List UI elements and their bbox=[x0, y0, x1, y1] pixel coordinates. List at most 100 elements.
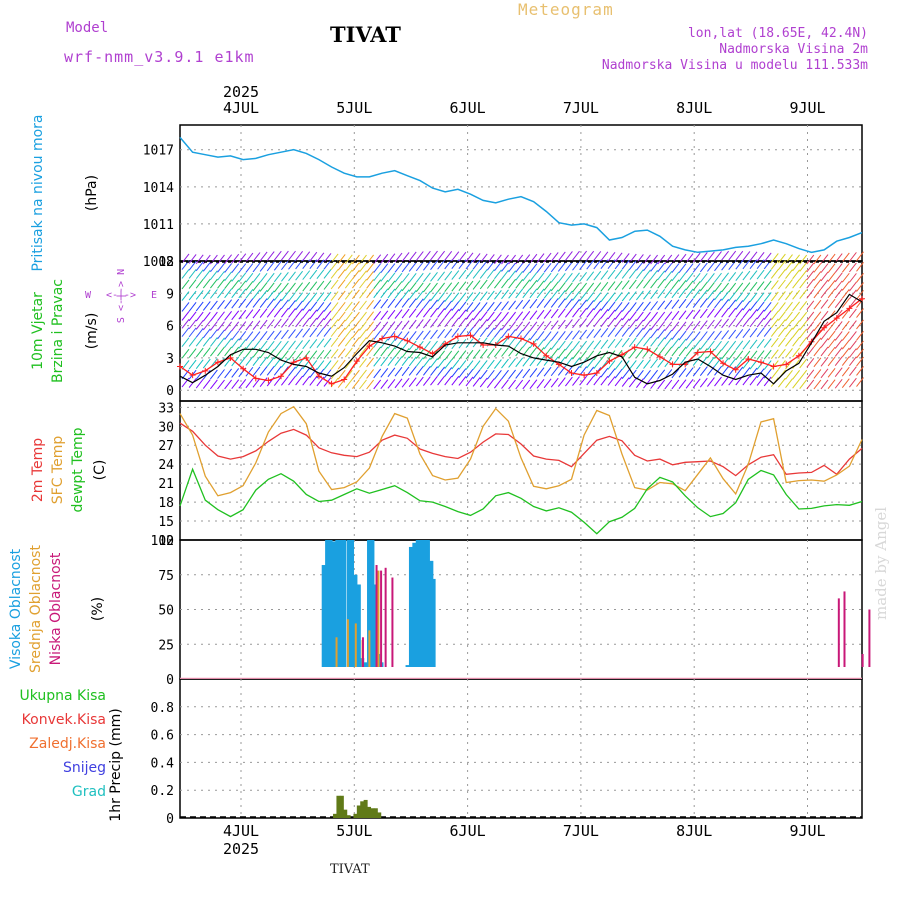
wind-barb bbox=[231, 321, 240, 332]
y-tick-label: 0 bbox=[166, 673, 174, 688]
wind-barb bbox=[224, 279, 232, 289]
wind-barb bbox=[600, 251, 609, 262]
sfctemp-series-line bbox=[179, 405, 863, 497]
wind-barb bbox=[494, 261, 502, 272]
wind-speed-point bbox=[694, 349, 701, 356]
wind-barb bbox=[458, 292, 467, 302]
model-run: wrf-nmm_v3.9.1 e1km bbox=[64, 48, 255, 66]
wind-barb bbox=[430, 307, 438, 318]
wind-barb bbox=[288, 366, 296, 377]
wind-barb bbox=[749, 251, 758, 262]
wind-barb bbox=[195, 347, 204, 358]
wind-barb bbox=[785, 337, 793, 347]
wind-barb bbox=[337, 359, 346, 370]
compass-arrows: <-|-> bbox=[106, 290, 136, 301]
wind-barb bbox=[721, 298, 729, 309]
wind-barb bbox=[337, 319, 346, 330]
wind-barb bbox=[437, 350, 445, 361]
wind-barb bbox=[820, 263, 829, 273]
wind-barb bbox=[273, 272, 282, 283]
wind-barb bbox=[288, 282, 296, 293]
wind-barb bbox=[401, 377, 410, 388]
wind-barb bbox=[756, 292, 765, 302]
wind-barb bbox=[181, 311, 190, 321]
wind-barb bbox=[685, 339, 694, 349]
wind-barb bbox=[423, 376, 431, 386]
wind-barb bbox=[778, 253, 786, 264]
wind-barb bbox=[820, 346, 829, 357]
wind-barb bbox=[352, 320, 360, 331]
wind-barb bbox=[579, 250, 587, 261]
wind-barb bbox=[494, 269, 502, 280]
wind-barb bbox=[742, 259, 751, 270]
wind-barb bbox=[486, 290, 495, 301]
wind-barb bbox=[770, 253, 779, 263]
wind-barb bbox=[252, 252, 261, 262]
wind-barb bbox=[281, 299, 289, 310]
cloud-bar bbox=[412, 542, 417, 667]
wind-barb bbox=[323, 337, 332, 348]
compass-ns-label: S <-|-> N bbox=[116, 269, 127, 323]
wind-barb bbox=[494, 369, 502, 380]
wind-barb bbox=[827, 263, 836, 273]
x-day-label-top: 8JUL bbox=[676, 99, 712, 117]
low-cloud-axis-label: Niska Oblacnost bbox=[48, 552, 64, 665]
wind-barb bbox=[614, 269, 623, 279]
wind-barb bbox=[366, 288, 374, 299]
wind-barb bbox=[437, 366, 445, 377]
wind-barb bbox=[359, 369, 367, 380]
wind-barb bbox=[607, 301, 616, 312]
wind-barb bbox=[344, 269, 353, 280]
wind-barb bbox=[458, 309, 467, 320]
wind-barb bbox=[472, 253, 481, 263]
wind-barb bbox=[316, 338, 325, 348]
wind-barb bbox=[344, 347, 353, 358]
wind-barb bbox=[458, 317, 467, 328]
wind-barb bbox=[202, 301, 211, 311]
wind-barb bbox=[394, 309, 403, 319]
wind-barb bbox=[437, 300, 445, 310]
wind-barb bbox=[366, 329, 374, 340]
wind-barb bbox=[792, 369, 800, 380]
wind-barb bbox=[408, 348, 417, 359]
cloud-bar bbox=[354, 623, 357, 667]
wind-barb bbox=[813, 311, 822, 321]
wind-barb bbox=[415, 251, 424, 261]
wind-barb bbox=[195, 254, 204, 265]
y-tick-label: 27 bbox=[158, 439, 174, 454]
wind-barb bbox=[841, 289, 850, 299]
wind-barb bbox=[678, 367, 687, 378]
wind-barb bbox=[799, 369, 808, 380]
wind-barb bbox=[210, 369, 218, 380]
wind-barb bbox=[806, 311, 815, 322]
y-tick-label: 0 bbox=[166, 812, 174, 827]
wind-speed-point bbox=[240, 365, 247, 372]
wind-barb bbox=[515, 263, 524, 273]
wind-barb bbox=[664, 279, 673, 289]
wind-barb bbox=[231, 288, 240, 299]
wind-speed-point bbox=[543, 352, 550, 359]
wind-barb bbox=[252, 262, 261, 273]
wind-barb bbox=[692, 378, 701, 389]
wind-barb bbox=[259, 282, 268, 292]
wind-barb bbox=[430, 282, 438, 293]
wind-barb bbox=[281, 329, 289, 340]
wind-barb bbox=[437, 375, 445, 386]
x-day-label-bottom: 8JUL bbox=[676, 822, 712, 840]
wind-barb bbox=[295, 375, 303, 386]
wind-barb bbox=[515, 279, 524, 289]
wind-barb bbox=[621, 318, 630, 329]
wind-barb bbox=[380, 263, 389, 273]
wind-barb bbox=[266, 272, 275, 283]
wind-barb bbox=[714, 261, 722, 272]
cloud-bar bbox=[361, 637, 364, 667]
wind-barb bbox=[259, 319, 268, 330]
wind-barb bbox=[380, 346, 389, 357]
wind-barb bbox=[217, 311, 225, 322]
wind-barb bbox=[415, 376, 424, 387]
wind-barb bbox=[799, 320, 808, 331]
wind-barb bbox=[600, 350, 609, 361]
wind-barb bbox=[856, 348, 864, 359]
wind-barb bbox=[494, 347, 502, 358]
x-year-label-top: 2025 bbox=[223, 83, 259, 101]
